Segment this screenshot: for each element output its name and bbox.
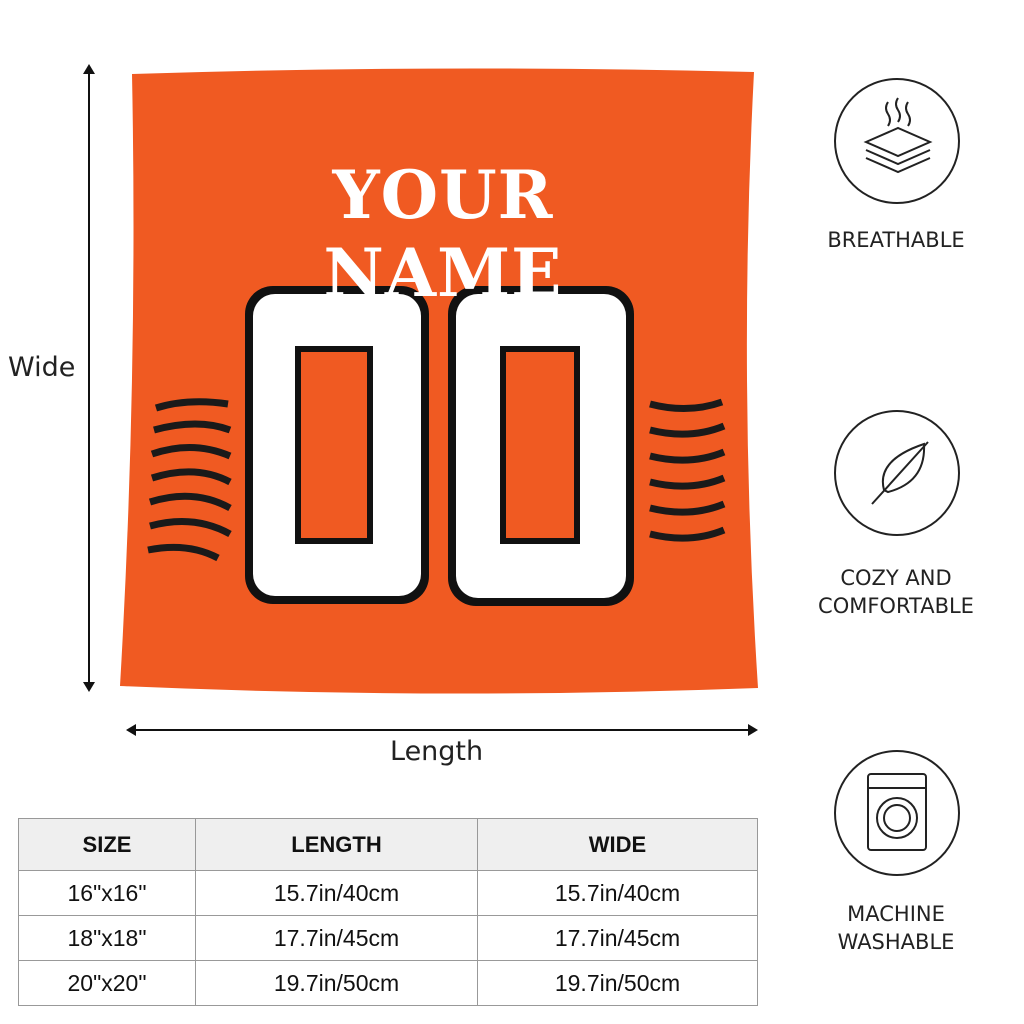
- cell-length: 15.7in/40cm: [195, 870, 478, 916]
- wide-dimension-arrow: [83, 64, 95, 692]
- breathable-layers-icon: [834, 78, 960, 204]
- tiger-stripes-right: [649, 398, 726, 542]
- tiger-stripes-left: [147, 398, 232, 562]
- pillow-image: YOUR NAME 00: [118, 68, 760, 694]
- number-zero-right: [448, 286, 634, 606]
- washing-machine-icon: [834, 750, 960, 876]
- feather-icon: [834, 410, 960, 536]
- cell-wide: 15.7in/40cm: [477, 870, 758, 916]
- header-size: SIZE: [18, 818, 196, 871]
- size-table: SIZE LENGTH WIDE 16"x16" 15.7in/40cm 15.…: [18, 818, 758, 1006]
- cell-length: 17.7in/45cm: [195, 915, 478, 961]
- cell-length: 19.7in/50cm: [195, 960, 478, 1006]
- table-row: 20"x20" 19.7in/50cm 19.7in/50cm: [18, 960, 758, 1006]
- length-dimension-arrow: [126, 724, 758, 736]
- header-length: LENGTH: [195, 818, 478, 871]
- header-wide: WIDE: [477, 818, 758, 871]
- length-label: Length: [390, 736, 484, 767]
- cell-size: 18"x18": [18, 915, 196, 961]
- cell-wide: 17.7in/45cm: [477, 915, 758, 961]
- wide-label: Wide: [8, 352, 76, 383]
- table-row: 16"x16" 15.7in/40cm 15.7in/40cm: [18, 870, 758, 916]
- number-zero-left: [245, 286, 429, 604]
- pillow-name-text: YOUR NAME: [323, 156, 563, 312]
- table-row: 18"x18" 17.7in/45cm 17.7in/45cm: [18, 915, 758, 961]
- feature-label-breathable: BREATHABLE: [827, 228, 965, 252]
- cell-size: 16"x16": [18, 870, 196, 916]
- cell-wide: 19.7in/50cm: [477, 960, 758, 1006]
- feature-label-cozy: COZY AND COMFORTABLE: [818, 566, 974, 618]
- cell-size: 20"x20": [18, 960, 196, 1006]
- feature-label-washable: MACHINE WASHABLE: [837, 902, 955, 954]
- table-header-row: SIZE LENGTH WIDE: [18, 818, 758, 871]
